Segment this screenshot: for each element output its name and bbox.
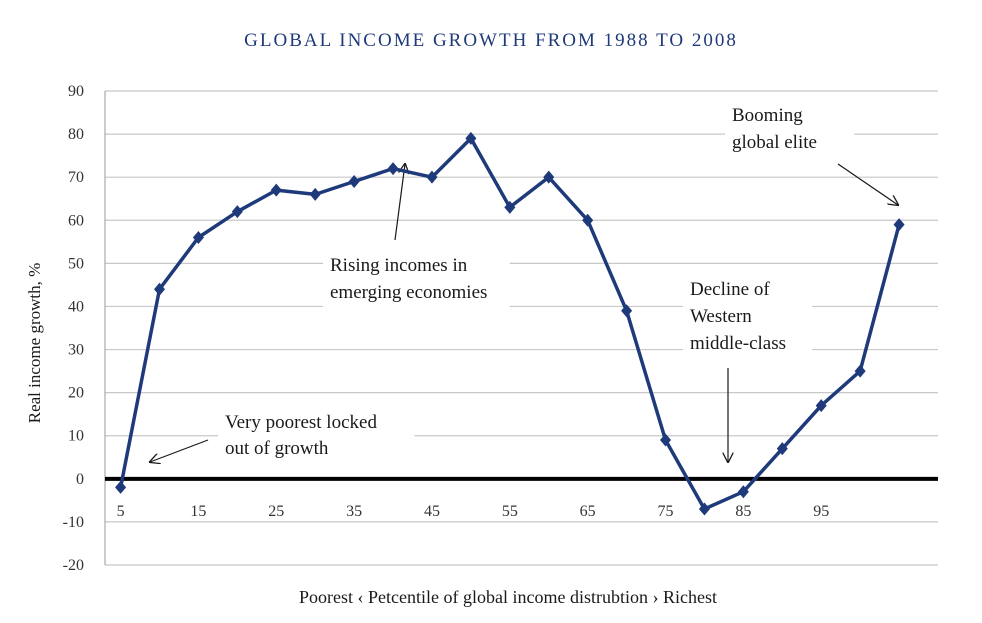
annotation-arrow	[394, 164, 405, 241]
data-point-marker	[698, 502, 710, 516]
y-tick-label: 90	[68, 83, 84, 100]
annotation: Booming global elite	[725, 102, 898, 205]
data-point-marker	[776, 442, 788, 456]
data-point-marker	[153, 282, 166, 296]
y-tick-label: -10	[63, 514, 84, 531]
data-point-marker	[231, 205, 243, 219]
y-tick-label: 20	[68, 385, 84, 402]
annotation-background	[218, 409, 415, 465]
x-tick-label: 95	[813, 503, 829, 520]
annotation-text: middle-class	[690, 333, 786, 354]
data-point-marker	[309, 187, 321, 201]
data-point-marker	[854, 364, 866, 378]
data-point-marker	[659, 433, 672, 447]
data-point-marker	[815, 399, 827, 413]
x-axis-label: Poorest ‹ Petcentile of global income di…	[299, 587, 717, 607]
data-point-marker	[387, 162, 399, 176]
y-tick-label: -20	[63, 557, 84, 574]
y-axis-label: Real income growth, %	[25, 263, 44, 424]
y-tick-label: 60	[68, 212, 84, 229]
annotation-background	[323, 252, 510, 310]
chart-title: GLOBAL INCOME GROWTH FROM 1988 TO 2008	[244, 30, 738, 51]
x-tick-label: 65	[580, 503, 596, 520]
y-tick-label: 30	[68, 342, 84, 359]
data-point-marker	[893, 218, 905, 232]
annotation-text: global elite	[732, 132, 817, 153]
data-point-marker	[465, 131, 477, 145]
data-point-marker	[115, 480, 127, 494]
y-tick-label: 50	[68, 255, 84, 272]
y-tick-label: 80	[68, 126, 84, 143]
annotation-background	[683, 276, 813, 361]
data-point-marker	[192, 231, 204, 245]
data-point-marker	[543, 170, 555, 184]
y-tick-label: 40	[68, 298, 84, 315]
x-tick-label: 45	[424, 503, 440, 520]
y-tick-label: 70	[68, 169, 84, 186]
data-point-marker	[737, 485, 749, 499]
annotation-text: emerging economies	[330, 282, 487, 303]
data-point-marker	[621, 304, 633, 318]
x-tick-label: 15	[190, 503, 206, 520]
annotation-text: Decline of	[690, 279, 770, 300]
annotation: Decline of Western middle-class	[683, 276, 813, 462]
data-point-marker	[504, 200, 516, 214]
x-tick-label: 75	[658, 503, 674, 520]
annotation: Rising incomes in emerging economies	[323, 164, 510, 310]
y-tick-label: 0	[76, 471, 84, 488]
x-tick-label: 55	[502, 503, 518, 520]
annotation-text: Booming	[732, 105, 803, 126]
annotation-arrow	[150, 439, 209, 462]
x-tick-label: 35	[346, 503, 362, 520]
x-tick-label: 85	[735, 503, 751, 520]
data-point-marker	[426, 170, 438, 184]
annotation-text: Rising incomes in	[330, 255, 468, 276]
annotation-text: Western	[690, 306, 752, 327]
x-tick-label: 5	[117, 503, 125, 520]
data-point-marker	[348, 174, 360, 188]
annotation-text: Very poorest locked	[225, 412, 377, 433]
annotation: Very poorest locked out of growth	[150, 409, 415, 465]
x-tick-label: 25	[268, 503, 284, 520]
annotation-background	[725, 102, 855, 160]
annotation-arrow	[837, 163, 898, 205]
data-point-marker	[582, 213, 594, 227]
annotation-text: out of growth	[225, 438, 329, 459]
data-point-marker	[270, 183, 282, 197]
y-tick-label: 10	[68, 428, 84, 445]
